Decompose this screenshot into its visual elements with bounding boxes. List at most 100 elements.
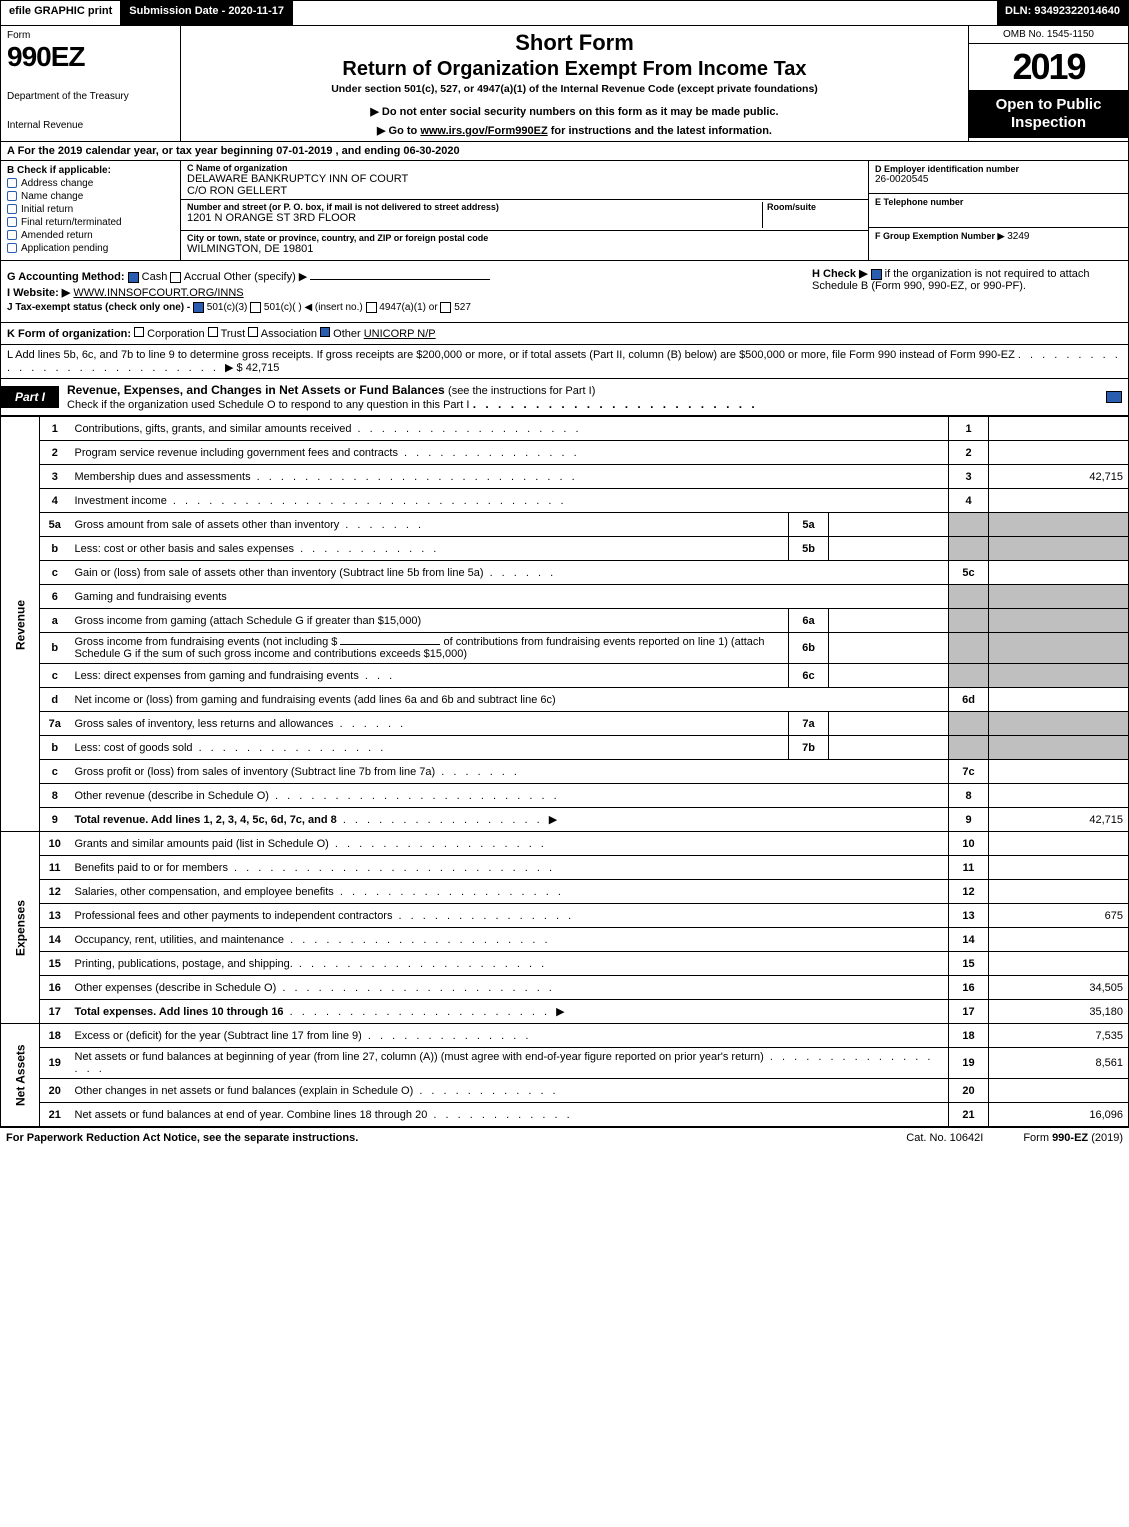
row-13-desc: Professional fees and other payments to … [70, 904, 949, 928]
row-12-amt [989, 880, 1129, 904]
chk-accrual-label: Accrual [184, 271, 221, 283]
row-20-ln: 20 [949, 1079, 989, 1103]
row-21-ln: 21 [949, 1103, 989, 1127]
part-1-label: Part I [1, 386, 59, 408]
chk-amended-return-label: Amended return [21, 230, 93, 241]
chk-527[interactable] [440, 302, 451, 313]
row-1-amt [989, 417, 1129, 441]
row-13-num: 13 [40, 904, 70, 928]
section-b-title: B Check if applicable: [7, 165, 174, 176]
chk-final-return-label: Final return/terminated [21, 217, 122, 228]
chk-cash[interactable] [128, 272, 139, 283]
short-form-title: Short Form [187, 30, 962, 56]
row-19-ln: 19 [949, 1048, 989, 1079]
row-6c-greyamt [989, 664, 1129, 688]
chk-address-change-label: Address change [21, 178, 93, 189]
row-10-desc: Grants and similar amounts paid (list in… [70, 832, 949, 856]
chk-address-change[interactable]: Address change [7, 178, 174, 189]
row-19-amt: 8,561 [989, 1048, 1129, 1079]
row-3-num: 3 [40, 465, 70, 489]
goto-pre: ▶ Go to [377, 125, 420, 137]
chk-schedule-b[interactable] [871, 269, 882, 280]
info-grid: B Check if applicable: Address change Na… [0, 161, 1129, 261]
chk-final-return[interactable]: Final return/terminated [7, 217, 174, 228]
efile-print-label[interactable]: efile GRAPHIC print [1, 1, 121, 25]
street-value: 1201 N ORANGE ST 3RD FLOOR [187, 212, 762, 224]
phone-row: E Telephone number [869, 194, 1128, 227]
chk-trust[interactable] [208, 327, 218, 337]
row-6b-subval [829, 633, 949, 664]
row-6b-sub: 6b [789, 633, 829, 664]
ein-value: 26-0020545 [875, 174, 1122, 185]
row-18-ln: 18 [949, 1024, 989, 1048]
chk-501c[interactable] [250, 302, 261, 313]
row-7b-subval [829, 736, 949, 760]
row-7c-desc: Gross profit or (loss) from sales of inv… [70, 760, 949, 784]
chk-initial-return[interactable]: Initial return [7, 204, 174, 215]
street-label: Number and street (or P. O. box, if mail… [187, 202, 762, 212]
row-6c-subval [829, 664, 949, 688]
line-h-label: H Check ▶ [812, 268, 868, 280]
chk-amended-return[interactable]: Amended return [7, 230, 174, 241]
chk-accrual[interactable] [170, 272, 181, 283]
row-16-amt: 34,505 [989, 976, 1129, 1000]
chk-name-change[interactable]: Name change [7, 191, 174, 202]
ein-label: D Employer identification number [875, 164, 1122, 174]
chk-501c3[interactable] [193, 302, 204, 313]
group-label: F Group Exemption Number ▶ [875, 231, 1004, 241]
row-6a-greyamt [989, 609, 1129, 633]
row-15-amt [989, 952, 1129, 976]
row-12-ln: 12 [949, 880, 989, 904]
row-7a-sub: 7a [789, 712, 829, 736]
chk-application-pending[interactable]: Application pending [7, 243, 174, 254]
row-14-desc: Occupancy, rent, utilities, and maintena… [70, 928, 949, 952]
chk-4947[interactable] [366, 302, 377, 313]
row-6-greyamt [989, 585, 1129, 609]
row-7a-grey [949, 712, 989, 736]
org-name-label: C Name of organization [187, 163, 862, 173]
row-7a-desc: Gross sales of inventory, less returns a… [70, 712, 789, 736]
website-value[interactable]: WWW.INNSOFCOURT.ORG/INNS [73, 287, 243, 299]
row-5c-desc: Gain or (loss) from sale of assets other… [70, 561, 949, 585]
row-6d-desc: Net income or (loss) from gaming and fun… [70, 688, 949, 712]
org-name-row: C Name of organization DELAWARE BANKRUPT… [181, 161, 868, 200]
row-14-num: 14 [40, 928, 70, 952]
row-7c-ln: 7c [949, 760, 989, 784]
dept-treasury: Department of the Treasury [7, 91, 174, 102]
row-21-num: 21 [40, 1103, 70, 1127]
row-3-amt: 42,715 [989, 465, 1129, 489]
group-row: F Group Exemption Number ▶ 3249 [869, 228, 1128, 260]
phone-label: E Telephone number [875, 197, 1122, 207]
chk-corporation[interactable] [134, 327, 144, 337]
row-6b-grey [949, 633, 989, 664]
irs-link[interactable]: www.irs.gov/Form990EZ [420, 125, 547, 137]
org-name-2: C/O RON GELLERT [187, 185, 862, 197]
row-20-num: 20 [40, 1079, 70, 1103]
row-5a-desc: Gross amount from sale of assets other t… [70, 513, 789, 537]
row-19-num: 19 [40, 1048, 70, 1079]
part-1-checkbox[interactable] [1106, 391, 1122, 403]
row-13-ln: 13 [949, 904, 989, 928]
row-15-num: 15 [40, 952, 70, 976]
header-right: OMB No. 1545-1150 2019 Open to Public In… [968, 26, 1128, 141]
group-value: 3249 [1007, 231, 1029, 242]
row-17-ln: 17 [949, 1000, 989, 1024]
row-5a-num: 5a [40, 513, 70, 537]
row-13-amt: 675 [989, 904, 1129, 928]
row-6a-desc: Gross income from gaming (attach Schedul… [70, 609, 789, 633]
chk-other-org[interactable] [320, 327, 330, 337]
row-1-num: 1 [40, 417, 70, 441]
row-7a-greyamt [989, 712, 1129, 736]
chk-527-label: 527 [454, 302, 471, 313]
row-6d-num: d [40, 688, 70, 712]
chk-association[interactable] [248, 327, 258, 337]
row-6b-desc: Gross income from fundraising events (no… [70, 633, 789, 664]
row-5c-amt [989, 561, 1129, 585]
row-5a-sub: 5a [789, 513, 829, 537]
section-c: C Name of organization DELAWARE BANKRUPT… [181, 161, 868, 260]
row-10-ln: 10 [949, 832, 989, 856]
row-6d-amt [989, 688, 1129, 712]
row-11-ln: 11 [949, 856, 989, 880]
row-15-ln: 15 [949, 952, 989, 976]
part-1-title: Revenue, Expenses, and Changes in Net As… [67, 383, 445, 397]
